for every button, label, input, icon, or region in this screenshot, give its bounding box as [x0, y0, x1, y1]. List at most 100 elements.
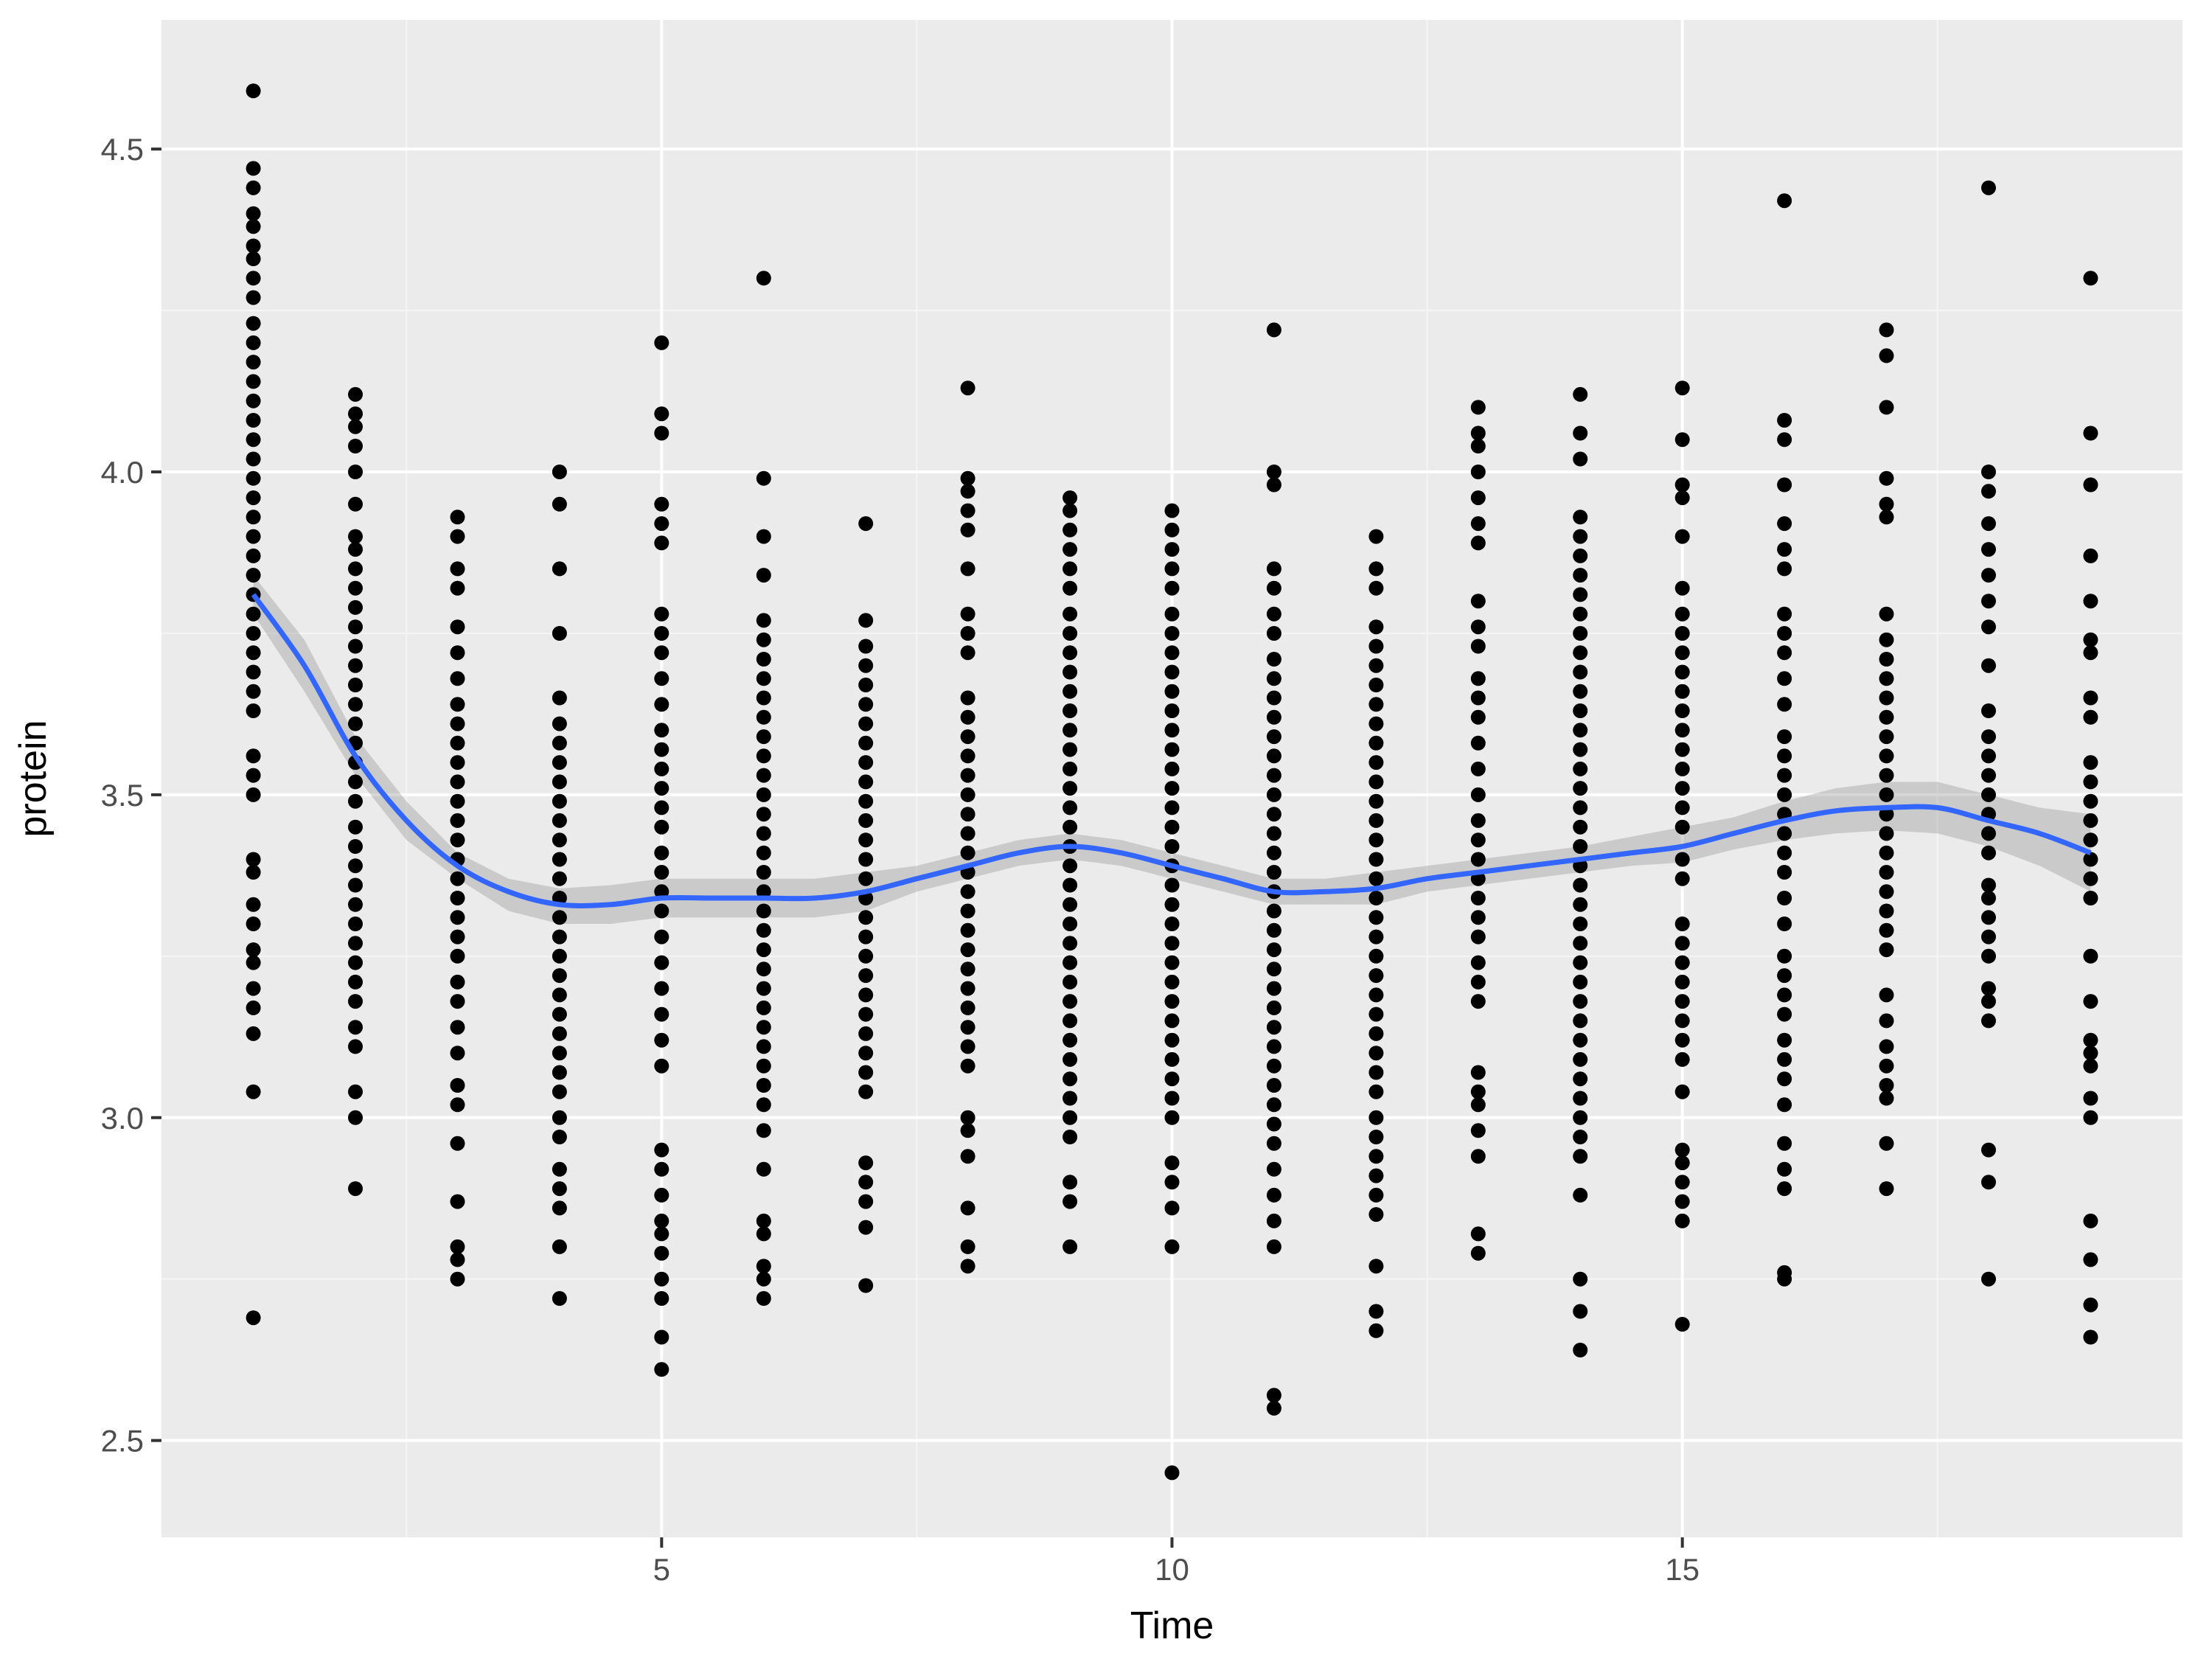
data-point — [246, 664, 261, 680]
data-point — [858, 1046, 874, 1061]
data-point — [246, 942, 261, 958]
data-point — [1674, 380, 1690, 396]
data-point — [2083, 1213, 2098, 1228]
data-point — [1164, 936, 1180, 951]
data-point — [1470, 619, 1486, 635]
data-point — [450, 735, 465, 751]
data-point — [450, 645, 465, 661]
data-point — [1777, 1135, 1792, 1151]
data-point — [1879, 729, 1894, 745]
data-point — [1879, 787, 1894, 802]
data-point — [1777, 987, 1792, 1003]
data-point — [1062, 819, 1078, 835]
data-point — [1062, 684, 1078, 699]
data-point — [1981, 981, 1996, 996]
data-point — [1470, 709, 1486, 725]
data-point — [1470, 910, 1486, 925]
data-point — [450, 1271, 465, 1287]
data-point — [654, 1271, 669, 1287]
data-point — [1573, 529, 1588, 544]
data-point — [1062, 994, 1078, 1009]
data-point — [1777, 1071, 1792, 1087]
data-point — [246, 206, 261, 221]
smooth-trend-line — [251, 593, 2092, 908]
data-point — [960, 503, 975, 518]
data-point — [1573, 936, 1588, 951]
data-point — [1368, 697, 1384, 712]
data-point — [552, 793, 567, 809]
data-point — [858, 658, 874, 673]
data-point — [1777, 845, 1792, 860]
data-point — [1164, 626, 1180, 641]
data-point — [1777, 542, 1792, 557]
data-point — [756, 729, 771, 745]
data-point — [2083, 1091, 2098, 1106]
data-point — [1777, 671, 1792, 686]
data-point — [450, 619, 465, 635]
data-point — [1470, 516, 1486, 532]
data-point — [1674, 684, 1690, 699]
data-point — [1777, 968, 1792, 984]
data-point — [1879, 1058, 1894, 1074]
data-point — [858, 948, 874, 964]
data-point — [348, 542, 363, 557]
data-point — [552, 871, 567, 886]
data-point — [1368, 755, 1384, 771]
data-point — [1164, 522, 1180, 538]
data-point — [1368, 871, 1384, 886]
data-point — [1470, 639, 1486, 654]
data-point — [1470, 671, 1486, 686]
data-point — [960, 606, 975, 622]
data-point — [246, 955, 261, 970]
data-point — [1777, 432, 1792, 448]
data-point — [1573, 606, 1588, 622]
data-point — [246, 548, 261, 563]
data-point — [1368, 910, 1384, 925]
data-point — [654, 1245, 669, 1261]
data-point — [552, 690, 567, 706]
data-point — [1062, 936, 1078, 951]
data-point — [552, 755, 567, 771]
data-point — [960, 561, 975, 577]
data-point — [960, 922, 975, 938]
data-point — [960, 826, 975, 841]
data-point — [1879, 652, 1894, 667]
data-point — [450, 948, 465, 964]
x-axis-title: Time — [1130, 1604, 1214, 1647]
data-point — [450, 671, 465, 686]
data-point — [348, 1039, 363, 1054]
data-point — [1879, 509, 1894, 525]
data-point — [1164, 1071, 1180, 1087]
data-point — [1368, 948, 1384, 964]
data-point — [654, 1213, 669, 1228]
data-point — [246, 251, 261, 266]
data-point — [1573, 1013, 1588, 1029]
data-point — [2083, 690, 2098, 706]
data-point — [2083, 594, 2098, 609]
data-point — [450, 1135, 465, 1151]
data-point — [1470, 1149, 1486, 1164]
data-point — [1164, 1051, 1180, 1067]
data-point — [552, 465, 567, 479]
data-point — [1573, 1032, 1588, 1048]
data-point — [1062, 761, 1078, 776]
data-point — [1879, 826, 1894, 841]
data-point — [1777, 865, 1792, 880]
data-point — [756, 568, 771, 583]
data-point — [246, 161, 261, 176]
data-point — [1266, 465, 1281, 479]
data-point — [960, 884, 975, 900]
data-point — [1266, 1400, 1281, 1416]
data-point — [2083, 832, 2098, 848]
data-point — [1981, 619, 1996, 635]
data-point — [1981, 877, 1996, 893]
data-point — [1368, 832, 1384, 848]
data-point — [1674, 1013, 1690, 1029]
data-point — [858, 1084, 874, 1099]
data-point — [1777, 193, 1792, 209]
data-point — [1573, 386, 1588, 402]
data-point — [1062, 1051, 1078, 1067]
data-point — [858, 1278, 874, 1293]
data-point — [756, 1291, 771, 1306]
